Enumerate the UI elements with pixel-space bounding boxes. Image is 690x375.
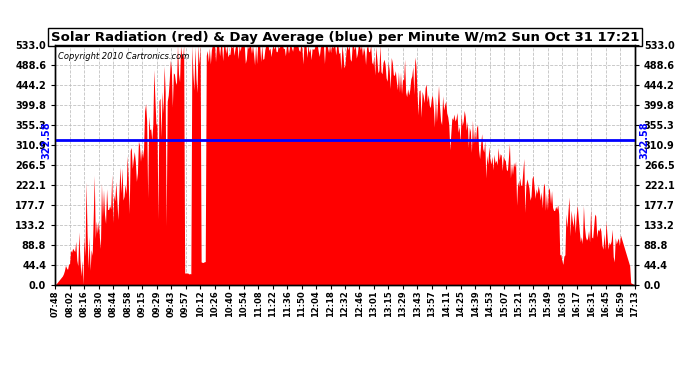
Text: Copyright 2010 Cartronics.com: Copyright 2010 Cartronics.com (58, 52, 190, 61)
Text: 322.58: 322.58 (41, 121, 51, 159)
Text: 322.58: 322.58 (639, 121, 649, 159)
Title: Solar Radiation (red) & Day Average (blue) per Minute W/m2 Sun Oct 31 17:21: Solar Radiation (red) & Day Average (blu… (51, 31, 639, 44)
